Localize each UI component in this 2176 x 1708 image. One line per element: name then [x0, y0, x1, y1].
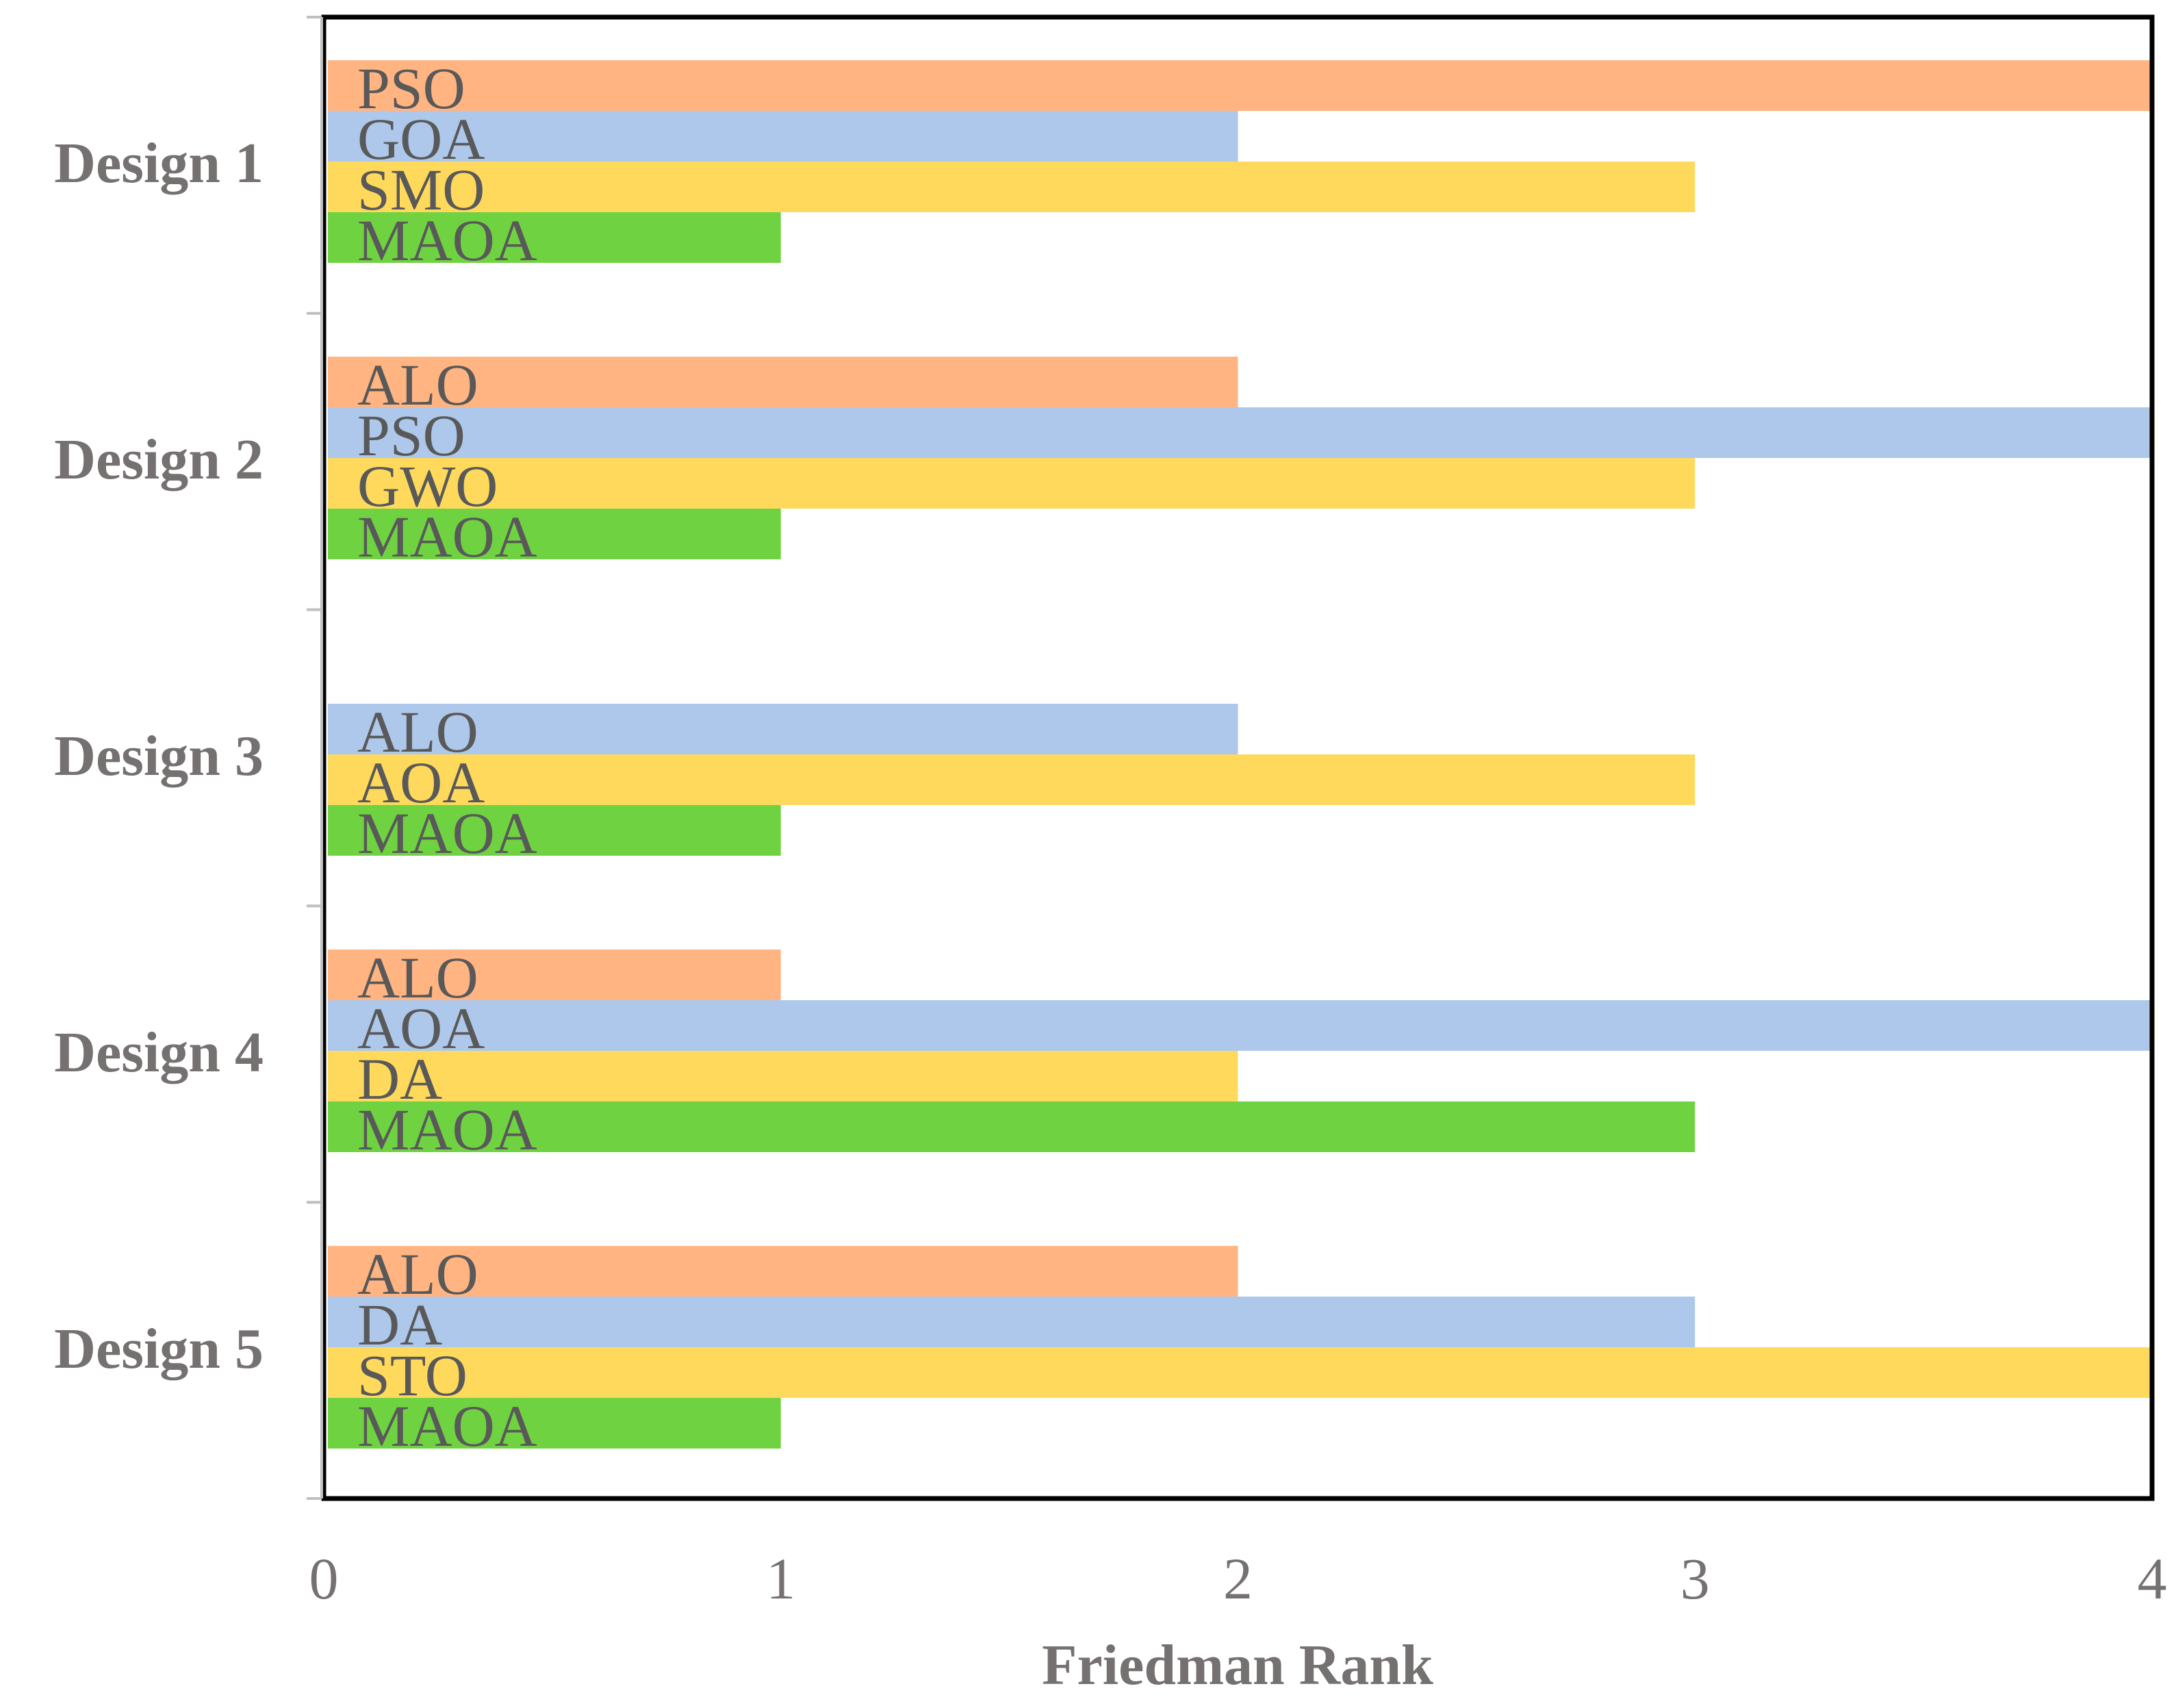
bar-design-2-gwo — [328, 458, 1695, 509]
x-axis-title: Friedman Rank — [1042, 1633, 1433, 1697]
category-label: Design 1 — [54, 131, 264, 195]
bar-design-5-da — [328, 1297, 1695, 1347]
bar-design-4-alo — [328, 949, 781, 1000]
bar-label: SMO — [357, 157, 485, 222]
bar-design-5-alo — [328, 1246, 1238, 1297]
bar-label: GOA — [357, 106, 485, 172]
bar-design-5-sto — [328, 1347, 2152, 1398]
bar-label: STO — [357, 1342, 468, 1408]
x-tick-label: 4 — [2138, 1546, 2167, 1611]
bar-design-2-pso — [328, 407, 2152, 458]
x-tick-label: 0 — [309, 1546, 339, 1611]
bar-design-3-alo — [328, 704, 1238, 754]
bar-design-4-maoa — [328, 1101, 1695, 1152]
bar-design-4-da — [328, 1051, 1238, 1101]
bar-label: PSO — [357, 55, 465, 121]
bar-label: ALO — [357, 1241, 478, 1307]
bar-label: DA — [357, 1046, 442, 1112]
bar-label: MAOA — [357, 1393, 537, 1459]
x-tick-label: 1 — [766, 1546, 795, 1611]
bar-design-1-goa — [328, 111, 1238, 162]
bar-label: MAOA — [357, 1097, 537, 1162]
bar-label: PSO — [357, 403, 465, 468]
bar-design-5-maoa — [328, 1398, 781, 1449]
bar-label: ALO — [357, 945, 478, 1010]
x-tick-label: 2 — [1223, 1546, 1253, 1611]
category-label: Design 5 — [54, 1317, 264, 1381]
bar-design-1-pso — [328, 60, 2152, 111]
bar-label: MAOA — [357, 207, 537, 273]
bar-design-3-maoa — [328, 805, 781, 856]
y-axis-ticks — [307, 16, 323, 1500]
bar-design-4-aoa — [328, 1000, 2152, 1051]
bars-layer — [328, 60, 2152, 1449]
bar-label: ALO — [357, 352, 478, 418]
bar-label: GWO — [357, 453, 498, 519]
bar-design-2-alo — [328, 357, 1238, 407]
bar-label: ALO — [357, 699, 478, 765]
bar-design-1-maoa — [328, 212, 781, 263]
category-labels: Design 1 Design 2 Design 3 Design 4 Design 5 — [54, 131, 264, 1381]
bar-label: MAOA — [357, 800, 537, 866]
bar-label: DA — [357, 1292, 442, 1358]
bar-labels-layer: PSOGOASMOMAOAALOPSOGWOMAOAALOAOAMAOAALOA… — [357, 55, 537, 1459]
bar-design-1-smo — [328, 162, 1695, 212]
bar-label: AOA — [357, 995, 485, 1061]
plot-frame — [321, 14, 2155, 1501]
category-label: Design 3 — [54, 724, 264, 788]
category-label: Design 4 — [54, 1021, 264, 1084]
bar-design-2-maoa — [328, 509, 781, 559]
x-axis-tick-labels: 0 1 2 3 4 — [309, 1546, 2167, 1611]
bar-label: MAOA — [357, 504, 537, 570]
category-label: Design 2 — [54, 428, 264, 492]
x-tick-label: 3 — [1680, 1546, 1710, 1611]
bar-label: AOA — [357, 750, 485, 815]
bar-design-3-aoa — [328, 754, 1695, 805]
